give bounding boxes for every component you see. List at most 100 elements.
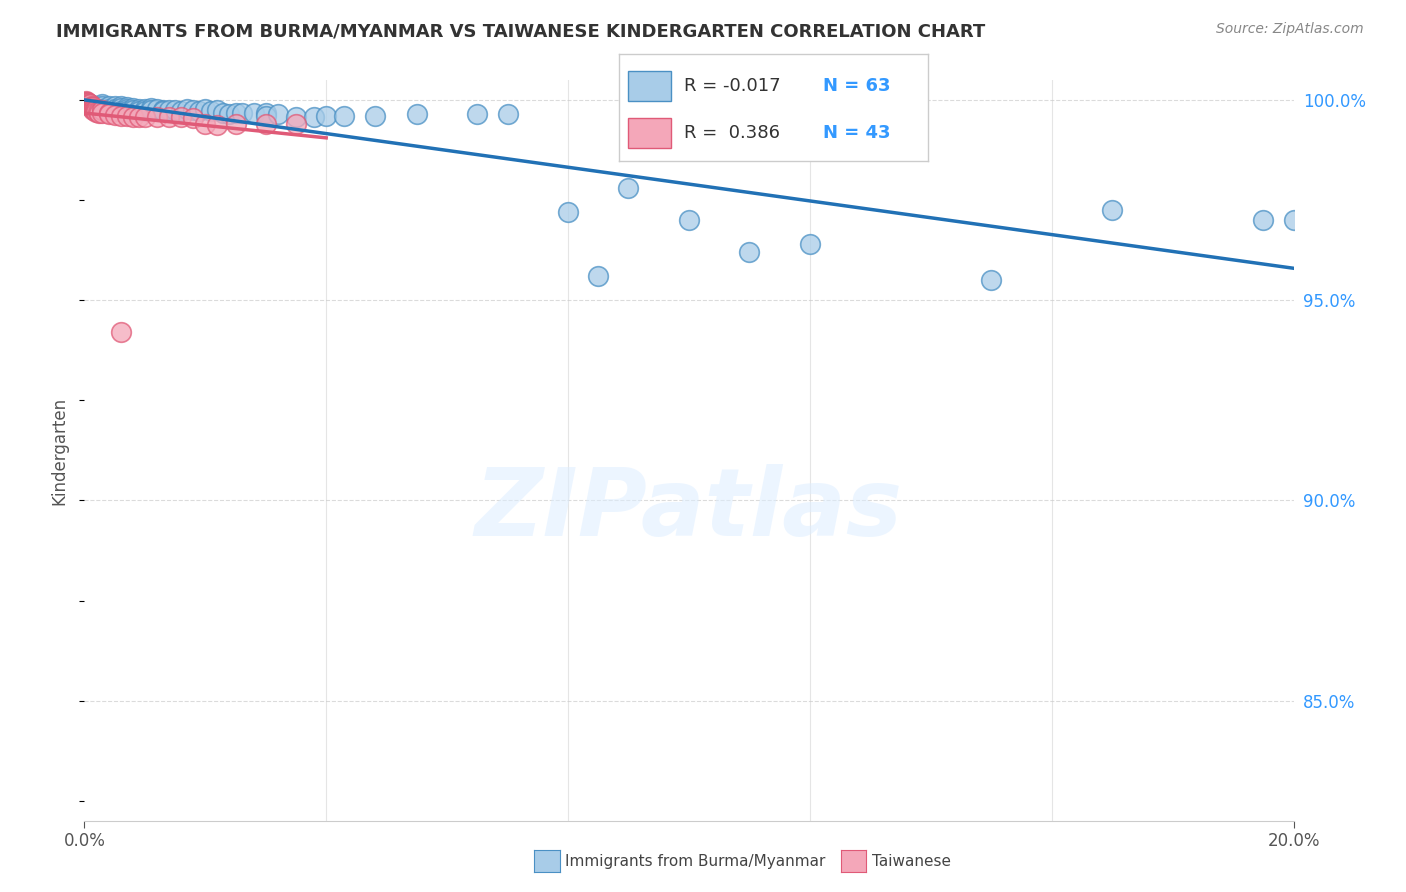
Point [128,110,150,124]
Point [86,103,108,118]
Point [496,107,519,121]
Point [617,181,640,195]
Point [146,102,169,116]
Point [194,102,217,116]
Point [110,99,132,113]
Point [104,99,127,113]
Point [97,102,120,116]
Point [588,269,610,284]
Text: ZIPatlas: ZIPatlas [475,464,903,556]
FancyBboxPatch shape [628,70,671,101]
Point [363,109,385,123]
Point [121,110,143,124]
Point [97,107,120,121]
Point [104,102,127,116]
FancyBboxPatch shape [628,118,671,148]
Point [77,96,100,111]
Point [738,245,761,260]
Point [121,103,143,118]
Point [1282,213,1305,227]
Text: R =  0.386: R = 0.386 [683,124,779,142]
Point [115,101,138,115]
Point [302,110,325,124]
Point [1101,203,1123,218]
Point [128,104,150,119]
Point [104,108,127,122]
Point [134,104,156,119]
Point [91,103,114,118]
Point [225,106,247,120]
Point [91,106,114,120]
Point [76,96,98,111]
Point [121,101,143,115]
Point [77,98,100,112]
Point [176,102,198,116]
Point [242,106,264,120]
Point [152,104,174,119]
Point [77,97,100,112]
Point [75,95,97,109]
Point [75,94,97,108]
Point [91,99,114,113]
Point [79,98,101,112]
Point [678,213,700,227]
Point [467,107,489,121]
Point [333,109,356,123]
Text: N = 43: N = 43 [823,124,890,142]
Point [254,117,277,131]
Point [315,109,337,123]
Point [165,103,187,118]
Point [134,102,156,116]
Text: IMMIGRANTS FROM BURMA/MYANMAR VS TAIWANESE KINDERGARTEN CORRELATION CHART: IMMIGRANTS FROM BURMA/MYANMAR VS TAIWANE… [56,22,986,40]
Point [97,106,120,120]
Point [79,97,101,112]
Text: R = -0.017: R = -0.017 [683,77,780,95]
Point [218,107,240,121]
Point [254,109,277,123]
Point [181,103,204,118]
Point [91,97,114,112]
Point [254,106,277,120]
Point [115,109,138,123]
Point [128,102,150,116]
Point [170,104,193,119]
Point [207,118,229,132]
Point [86,105,108,120]
Point [89,106,111,120]
Point [285,117,308,131]
Point [194,117,217,131]
Point [79,99,101,113]
Point [110,101,132,115]
Point [157,110,180,124]
Text: Immigrants from Burma/Myanmar: Immigrants from Burma/Myanmar [565,855,825,869]
Point [82,103,104,118]
Point [84,103,107,118]
Point [157,103,180,118]
Point [212,106,235,120]
Point [86,105,108,120]
Point [104,104,127,119]
Point [267,107,290,121]
Point [76,95,98,110]
Point [557,205,579,219]
Text: Taiwanese: Taiwanese [872,855,950,869]
Text: Source: ZipAtlas.com: Source: ZipAtlas.com [1216,22,1364,37]
Point [799,237,821,252]
Point [188,104,211,119]
Point [83,103,105,118]
Point [980,273,1002,287]
Point [91,102,114,116]
Point [110,326,132,340]
Point [110,109,132,123]
Point [285,110,308,124]
Point [139,101,162,115]
Point [1253,213,1275,227]
Point [83,102,105,116]
Point [139,103,162,118]
Point [80,99,103,113]
Point [82,101,104,115]
Point [97,99,120,113]
Point [115,104,138,119]
Point [82,101,104,115]
Point [406,107,429,121]
